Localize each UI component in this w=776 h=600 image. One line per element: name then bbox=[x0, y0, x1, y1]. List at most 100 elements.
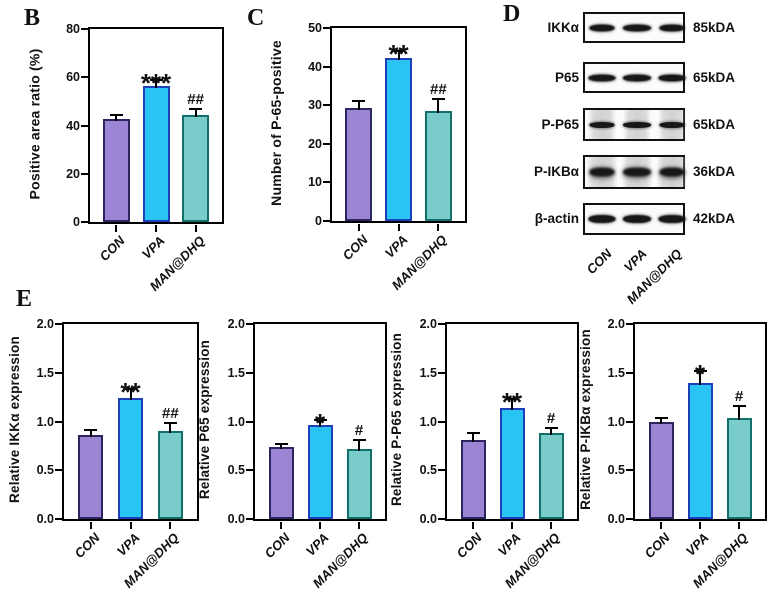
error-bar-cap bbox=[189, 107, 203, 110]
y-tick-mark bbox=[81, 221, 88, 223]
blot-box-4 bbox=[583, 203, 686, 235]
y-tick-label: 0.0 bbox=[419, 512, 437, 526]
y-tick-label: 1.5 bbox=[227, 365, 245, 380]
y-tick-mark bbox=[626, 420, 633, 423]
y-tick-label: 40 bbox=[66, 118, 80, 133]
protein-band bbox=[589, 167, 615, 177]
x-tick-label-CON: CON bbox=[96, 233, 128, 265]
error-bar-cap bbox=[163, 422, 177, 425]
y-tick-mark bbox=[626, 323, 633, 325]
significance-marker: ## bbox=[430, 80, 447, 98]
blot-protein-label: P65 bbox=[554, 70, 579, 85]
y-tick-mark bbox=[438, 323, 445, 325]
protein-band bbox=[589, 121, 615, 128]
x-tick-mark bbox=[699, 522, 701, 529]
y-tick-mark bbox=[81, 172, 88, 175]
western-blot-panel: IKKα 85kDA P65 65kDA P-P65 65kDA P-IKBα 36kDA β-… bbox=[505, 0, 776, 307]
significance-marker: ** bbox=[501, 387, 523, 418]
bar-VPA bbox=[142, 85, 170, 222]
y-tick-label: 0 bbox=[73, 215, 80, 229]
y-tick-label: 0.5 bbox=[419, 463, 437, 478]
y-tick-mark bbox=[323, 220, 330, 222]
x-tick-mark bbox=[357, 224, 360, 231]
blot-lane-CON bbox=[585, 14, 619, 41]
blot-lane-VPA bbox=[620, 110, 654, 139]
plot-area: 0.0 0.5 1.0 1.5 2.0 ** # bbox=[420, 317, 579, 529]
y-tick-label: 1.0 bbox=[419, 414, 437, 429]
error-bar-line bbox=[89, 430, 92, 438]
bar-VPA bbox=[118, 398, 143, 519]
x-tick-mark bbox=[194, 225, 197, 232]
panel-label-d: D bbox=[503, 1, 521, 27]
y-tick-label: 2.0 bbox=[419, 317, 437, 331]
x-tick-mark bbox=[472, 522, 474, 529]
bar-CON bbox=[345, 108, 373, 221]
error-bar-line bbox=[169, 423, 172, 434]
bar-CON bbox=[268, 446, 294, 519]
molecular-weight-label: 85kDA bbox=[693, 20, 736, 35]
y-tick-mark bbox=[323, 142, 330, 145]
error-bar-line bbox=[397, 51, 400, 60]
y-tick-mark bbox=[55, 371, 62, 374]
y-tick-label: 80 bbox=[66, 22, 80, 36]
x-tick-label-VPA: VPA bbox=[138, 233, 168, 262]
y-tick-label: 1.0 bbox=[36, 414, 54, 429]
blot-box-2 bbox=[583, 108, 686, 141]
error-bar-cap bbox=[505, 398, 519, 401]
error-bar-cap bbox=[109, 113, 123, 116]
y-tick-mark bbox=[438, 371, 445, 374]
protein-band bbox=[623, 24, 652, 31]
blot-box-3 bbox=[583, 155, 688, 189]
y-tick-mark bbox=[81, 124, 88, 127]
blot-lane-MAN@DHQ bbox=[655, 157, 689, 187]
blot-protein-label: P-P65 bbox=[541, 117, 579, 132]
blot-lane-VPA bbox=[620, 157, 654, 187]
error-bar-cap bbox=[124, 388, 137, 391]
error-bar-cap bbox=[84, 429, 98, 432]
bar-MAN@DHQ bbox=[424, 111, 452, 221]
protein-band bbox=[659, 121, 685, 128]
y-tick-label: 2.0 bbox=[227, 317, 245, 331]
blot-protein-label: IKKα bbox=[547, 20, 579, 35]
y-tick-mark bbox=[323, 181, 330, 184]
y-tick-mark bbox=[246, 518, 253, 520]
error-bar-line bbox=[358, 440, 360, 451]
x-tick-label-CON: CON bbox=[641, 530, 673, 562]
panel-label-e: E bbox=[16, 286, 33, 312]
bar-VPA bbox=[687, 382, 713, 519]
y-tick-mark bbox=[246, 323, 253, 325]
y-tick-label: 1.5 bbox=[607, 365, 625, 380]
protein-band bbox=[623, 74, 652, 81]
y-tick-mark bbox=[55, 469, 62, 472]
blot-lane-CON bbox=[585, 157, 619, 187]
y-tick-mark bbox=[246, 469, 253, 472]
x-tick-mark bbox=[155, 225, 157, 232]
y-tick-label: 0.5 bbox=[227, 463, 245, 478]
error-bar-cap bbox=[466, 432, 480, 435]
error-bar-cap bbox=[732, 404, 746, 407]
blot-lane-VPA bbox=[620, 205, 654, 233]
error-bar-line bbox=[699, 370, 701, 385]
y-tick-label: 0.5 bbox=[607, 463, 625, 478]
error-bar-line bbox=[550, 428, 552, 436]
y-tick-label: 20 bbox=[308, 136, 322, 151]
protein-band bbox=[658, 74, 686, 81]
y-tick-mark bbox=[438, 518, 445, 520]
bar-MAN@DHQ bbox=[157, 431, 183, 519]
error-bar-line bbox=[511, 399, 513, 410]
blot-lane-MAN@DHQ bbox=[655, 64, 689, 91]
y-tick-label: 50 bbox=[308, 21, 322, 35]
molecular-weight-label: 65kDA bbox=[693, 117, 736, 132]
significance-marker: * bbox=[314, 407, 326, 438]
y-tick-mark bbox=[323, 27, 330, 29]
significance-marker: # bbox=[546, 410, 556, 428]
significance-marker: ## bbox=[187, 90, 204, 108]
plot-area: 0 10 20 30 40 50 ** ## bbox=[308, 21, 467, 231]
y-tick-label: 0.0 bbox=[607, 512, 625, 526]
error-bar-cap bbox=[352, 100, 366, 103]
error-bar-cap bbox=[544, 427, 558, 430]
y-tick-label: 40 bbox=[308, 59, 322, 74]
plot-area: 0.0 0.5 1.0 1.5 2.0 * # bbox=[608, 317, 767, 529]
x-tick-mark bbox=[115, 225, 118, 232]
x-tick-label-VPA: VPA bbox=[381, 232, 411, 261]
